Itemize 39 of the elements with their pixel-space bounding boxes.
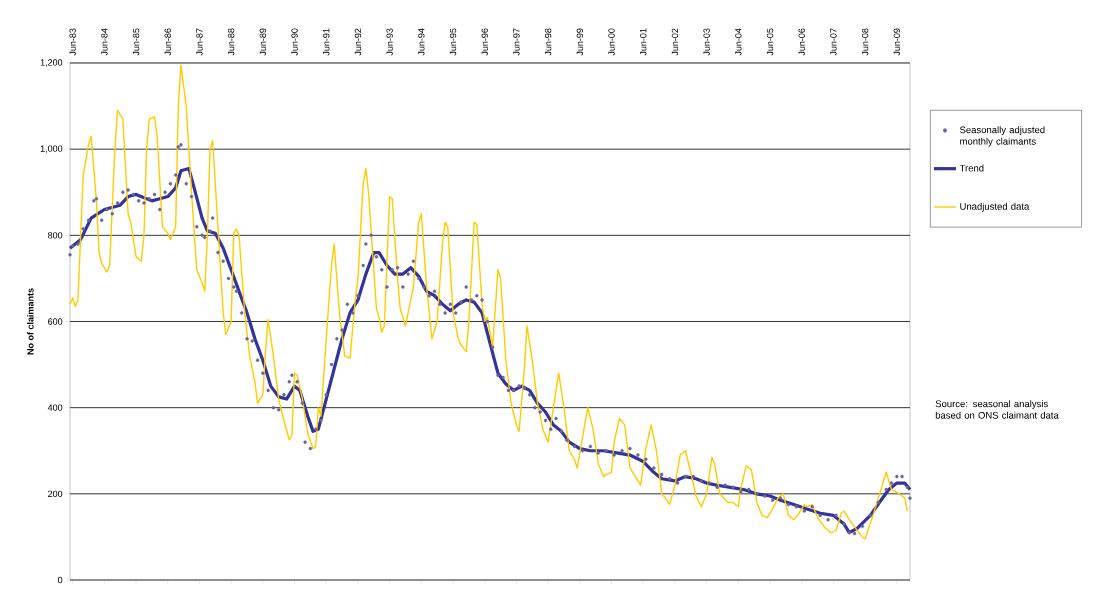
x-tick-label: Jun-01 xyxy=(640,28,647,56)
x-tick-label: Jun-90 xyxy=(291,28,298,56)
source-note: Source: seasonal analysis based on ONS claimant data xyxy=(935,400,1059,419)
x-tick-label: Jun-08 xyxy=(861,28,869,56)
legend-label: Seasonally adjusted monthly claimants xyxy=(960,126,1045,147)
y-tick-label: 1,000 xyxy=(40,145,63,153)
x-tick-label: Jun-06 xyxy=(798,28,805,56)
x-tick-label: Jun-02 xyxy=(671,28,679,56)
y-tick-label: 800 xyxy=(48,232,63,239)
x-tick-label: Jun-09 xyxy=(893,28,900,56)
x-tick-label: Jun-91 xyxy=(323,28,330,56)
y-tick-label: 400 xyxy=(47,404,63,411)
legend-label: Unadjusted data xyxy=(960,202,1030,212)
x-tick-label: Jun-83 xyxy=(69,28,76,56)
x-tick-label: Jun-07 xyxy=(830,28,837,56)
x-tick-label: Jun-94 xyxy=(418,28,425,56)
x-tick-label: Jun-99 xyxy=(576,28,584,56)
x-tick-label: Jun-00 xyxy=(608,28,615,56)
y-tick-label: 0 xyxy=(57,576,63,584)
x-tick-label: Jun-88 xyxy=(227,28,235,56)
x-tick-label: Jun-04 xyxy=(735,28,742,56)
x-tick-label: Jun-86 xyxy=(164,28,171,56)
x-tick-label: Jun-92 xyxy=(354,28,362,56)
y-tick-label: 1,200 xyxy=(40,59,63,67)
x-tick-label: Jun-98 xyxy=(544,28,552,56)
x-tick-label: Jun-05 xyxy=(766,28,774,56)
x-tick-label: Jun-95 xyxy=(449,28,457,56)
legend-label: Trend xyxy=(959,164,984,172)
x-tick-label: Jun-96 xyxy=(481,28,488,56)
x-tick-label: Jun-03 xyxy=(703,28,710,56)
x-tick-label: Jun-97 xyxy=(513,28,520,56)
y-axis-title: No of claimants xyxy=(26,288,34,355)
x-tick-label: Jun-84 xyxy=(101,28,108,56)
x-tick-label: Jun-87 xyxy=(196,28,203,56)
x-tick-label: Jun-89 xyxy=(259,28,267,56)
y-tick-label: 200 xyxy=(48,490,63,498)
x-tick-label: Jun-93 xyxy=(386,28,393,56)
y-tick-label: 600 xyxy=(48,318,63,325)
x-tick-label: Jun-85 xyxy=(132,28,140,56)
